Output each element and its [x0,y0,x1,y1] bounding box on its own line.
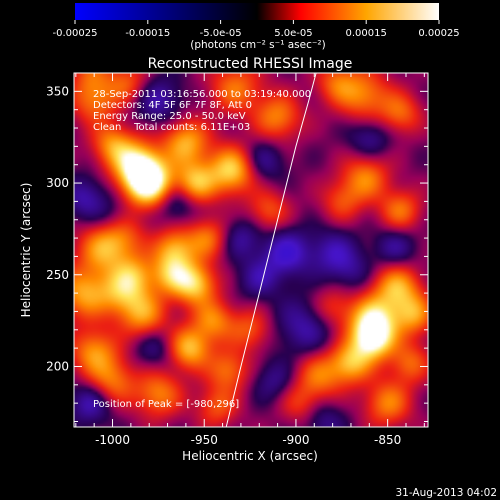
x-tick-label: -950 [191,433,218,447]
y-tick-label: 300 [46,176,69,190]
colorbar-tick-label: -5.0e-05 [200,28,242,39]
colorbar-units: (photons cm⁻² s⁻¹ asec⁻²) [190,39,325,51]
x-tick-label: -850 [374,433,401,447]
x-axis-label: Heliocentric X (arcsec) [182,449,318,463]
colorbar-ticks: -0.00025 -0.00015 -5.0e-05 5.0e-05 0.00015 0.… [53,20,460,39]
annotation-block: 28-Sep-2011 03:16:56.000 to 03:19:40.000… [93,89,311,410]
colorbar-tick-label: 0.00025 [418,28,459,39]
chart-title: Reconstructed RHESSI Image [148,56,353,72]
y-tick-label: 200 [46,359,69,373]
annotation-time-range: 28-Sep-2011 03:16:56.000 to 03:19:40.000 [93,89,311,100]
annotation-energy-range: Energy Range: 25.0 - 50.0 keV [93,111,246,122]
annotation-clean-counts: Clean Total counts: 6.11E+03 [93,122,250,133]
plot-frame [73,72,429,428]
annotation-detectors: Detectors: 4F 5F 6F 7F 8F, Att 0 [93,100,252,111]
axis-ticks: -1000 -950 -900 -850 200 250 300 350 [46,72,428,447]
colorbar-tick-label: -0.00015 [125,28,170,39]
heatmap-raster [74,73,428,427]
heatmap-image [74,73,428,427]
x-tick-label: -900 [282,433,309,447]
colorbar: -0.00025 -0.00015 -5.0e-05 5.0e-05 0.00015 0.… [53,3,460,51]
colorbar-tick-label: 5.0e-05 [274,28,312,39]
solar-limb-curve [225,73,317,427]
peak-position-label: Position of Peak = [-980,296] [93,399,239,410]
y-tick-label: 250 [46,268,69,282]
y-tick-label: 350 [46,84,69,98]
footer-date: 31-Aug-2013 04:02 [395,487,497,499]
x-tick-label: -1000 [95,433,130,447]
colorbar-gradient [75,3,439,20]
y-axis-label: Heliocentric Y (arcsec) [19,183,33,318]
colorbar-tick-label: 0.00015 [346,28,387,39]
colorbar-tick-label: -0.00025 [53,28,98,39]
